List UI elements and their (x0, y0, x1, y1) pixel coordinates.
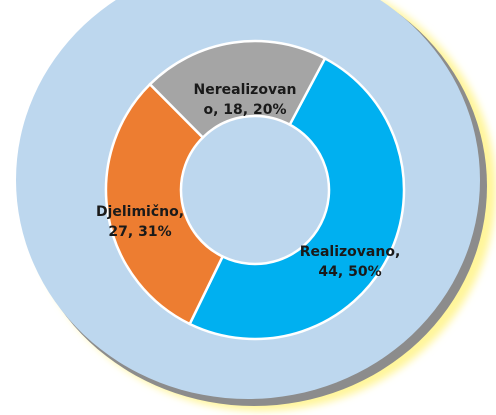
data-label: Djelimično, 27, 31% (95, 204, 185, 240)
donut-slice (188, 56, 406, 341)
data-label: Nerealizovano, 18, 20% (193, 82, 297, 118)
data-label: Realizovano, 44, 50% (299, 244, 401, 280)
donut-slice (104, 82, 225, 326)
donut-slice (148, 39, 327, 140)
